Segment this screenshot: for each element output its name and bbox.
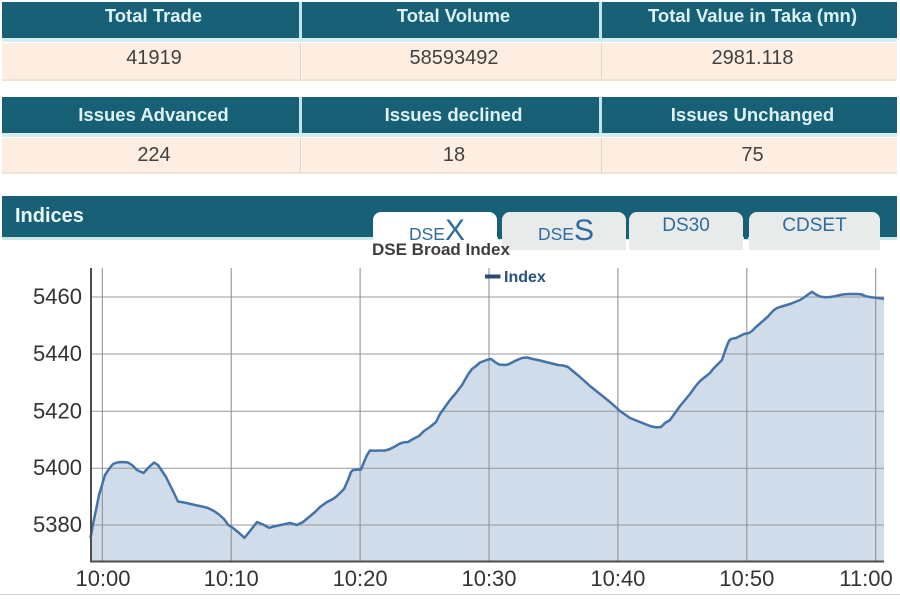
svg-text:10:30: 10:30 bbox=[461, 566, 516, 591]
svg-text:5400: 5400 bbox=[33, 455, 82, 480]
svg-text:5420: 5420 bbox=[33, 398, 82, 423]
svg-text:10:50: 10:50 bbox=[719, 566, 774, 591]
svg-text:Index: Index bbox=[504, 269, 546, 286]
svg-text:5460: 5460 bbox=[33, 284, 82, 309]
svg-text:10:10: 10:10 bbox=[204, 566, 259, 591]
svg-text:10:40: 10:40 bbox=[590, 566, 645, 591]
svg-text:10:00: 10:00 bbox=[75, 566, 130, 591]
svg-text:10:20: 10:20 bbox=[333, 566, 388, 591]
svg-text:11:00: 11:00 bbox=[839, 566, 892, 591]
svg-text:5380: 5380 bbox=[33, 512, 82, 537]
svg-text:5440: 5440 bbox=[33, 341, 82, 366]
